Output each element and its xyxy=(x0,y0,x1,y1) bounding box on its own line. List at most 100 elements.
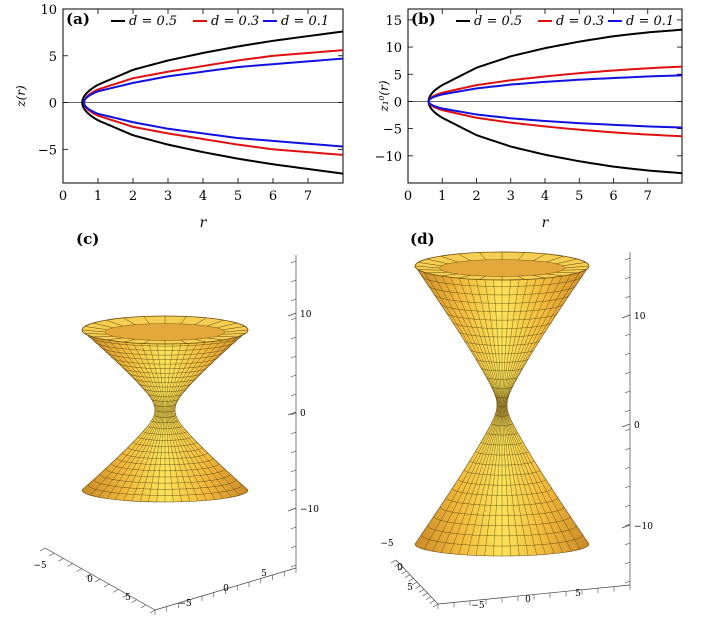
z-minor-tick xyxy=(624,523,631,527)
y-tick-label: −5 xyxy=(38,143,57,158)
z-minor-tick xyxy=(290,564,297,568)
x-minor-tick xyxy=(39,547,46,552)
x-tick-label: 4 xyxy=(199,189,207,204)
z-minor-tick xyxy=(624,561,631,565)
surface-grid-meridian xyxy=(440,274,499,553)
x-minor-tick xyxy=(411,581,418,586)
surface-grid-meridian xyxy=(506,271,581,550)
surface-grid-meridian xyxy=(171,338,224,499)
rim-grid-line xyxy=(106,319,123,327)
series-line-d03-lower xyxy=(83,102,343,156)
x-minor-tick xyxy=(76,568,82,572)
panel-a-chart: 0 1 2 3 4 5 6 7 −5 0 5 10 d = 0.5 d = 0.3 d = 0.1 (a) r z… xyxy=(14,3,344,231)
z-minor-tick xyxy=(624,580,631,584)
x-tick-label: 0 xyxy=(397,563,403,573)
legend-entry: d = 0.1 xyxy=(281,14,329,29)
z-minor-tick xyxy=(624,276,631,280)
y-tick-label: −5 xyxy=(178,599,192,609)
x-tick-label: 3 xyxy=(507,189,515,204)
series-line-d01-upper xyxy=(427,74,682,102)
series-line-d01-upper xyxy=(83,57,343,103)
surface-inner-opening xyxy=(439,259,565,277)
series-line-d03-upper xyxy=(83,49,343,103)
z-tick-label: 10 xyxy=(300,310,312,320)
rim-grid-line xyxy=(180,339,187,344)
z-tick-mark xyxy=(621,423,631,428)
surface-grid-meridian xyxy=(505,274,564,553)
rim-grid-line xyxy=(194,339,207,343)
z-minor-tick xyxy=(624,371,631,375)
z-tick-label: 10 xyxy=(634,312,646,322)
series-line-d03-upper xyxy=(427,65,682,102)
rim-grid-line xyxy=(93,322,114,329)
z-tick-mark xyxy=(287,411,297,416)
surface-grid-meridian xyxy=(449,275,500,554)
z-minor-tick xyxy=(290,260,297,264)
x-tick-label: −5 xyxy=(33,561,47,571)
z-minor-tick xyxy=(624,428,631,432)
x-minor-tick xyxy=(397,567,404,571)
z-tick-mark xyxy=(287,507,297,512)
legend-entry: d = 0.5 xyxy=(129,14,177,29)
y-tick-label: 5 xyxy=(49,50,57,65)
x-tick-label: 2 xyxy=(129,189,137,204)
rim-grid-line xyxy=(194,317,207,325)
x-tick-label: 0 xyxy=(59,189,67,204)
rim-grid-line xyxy=(207,319,224,327)
rim-grid-line xyxy=(518,252,525,261)
z-minor-tick xyxy=(624,390,631,394)
x-tick-label: 7 xyxy=(644,189,652,204)
z-minor-tick xyxy=(624,447,631,451)
surface-grid-meridian xyxy=(115,339,160,500)
rim-grid-line xyxy=(222,326,246,331)
x-tick-label: 7 xyxy=(304,189,312,204)
panel-d-surface: (d)100−10−505−505 xyxy=(380,230,653,611)
plot-frame xyxy=(407,8,683,184)
rim-grid-line xyxy=(440,273,458,277)
rim-grid-line xyxy=(123,317,136,325)
x-minor-tick xyxy=(415,585,421,589)
x-tick-label: −5 xyxy=(380,539,394,549)
rim-grid-line xyxy=(533,253,546,261)
z-minor-tick xyxy=(624,466,631,470)
z-minor-tick xyxy=(624,295,631,299)
y-tick-label: 5 xyxy=(394,68,402,83)
rim-grid-line xyxy=(458,275,471,279)
surface-grid-meridian xyxy=(106,338,159,499)
x-minor-tick xyxy=(67,563,73,567)
z-minor-tick xyxy=(290,526,297,530)
panel-b-chart: 0 1 2 3 4 5 6 7 −10 −5 0 5 10 15 d = 0.5 d = 0.3 d = 0.1… xyxy=(375,8,683,231)
z-minor-tick xyxy=(290,469,297,473)
z-minor-tick xyxy=(290,317,297,321)
rim-grid-line xyxy=(533,275,546,279)
y-tick-label: 5 xyxy=(575,589,581,599)
series-line-d05-lower xyxy=(81,102,343,175)
rim-grid-line xyxy=(81,329,106,333)
y-tick-label: 0 xyxy=(525,595,531,605)
x-minor-tick xyxy=(131,599,137,603)
surface-grid-meridian xyxy=(123,339,161,501)
x-minor-tick xyxy=(404,574,411,578)
surface-grid-meridian xyxy=(165,341,174,502)
surface-grid-meridian xyxy=(502,277,520,556)
surface-grid-meridian xyxy=(170,339,215,500)
x-minor-tick xyxy=(58,558,64,562)
rim-grid-line xyxy=(84,333,108,335)
surface-grid-meridian xyxy=(167,341,191,502)
rim-grid-line xyxy=(123,339,136,343)
rim-grid-line xyxy=(562,269,587,271)
z-minor-tick xyxy=(290,488,297,492)
surface-grid-meridian xyxy=(90,334,157,496)
y-axis-label: z(r) xyxy=(14,85,28,108)
surface-grid-meridian xyxy=(503,277,538,556)
z-minor-tick xyxy=(624,542,631,546)
z-minor-tick xyxy=(290,545,297,549)
surface-grid-meridian xyxy=(475,277,501,556)
x-minor-tick xyxy=(140,604,146,609)
x-minor-tick xyxy=(418,589,425,593)
z-minor-tick xyxy=(290,450,297,454)
x-minor-tick xyxy=(432,603,439,608)
panel-c-surface: (c) 10 0 −10 −5 0 5 −5 0 5 xyxy=(33,230,319,615)
series-line-d05-upper xyxy=(427,28,682,102)
